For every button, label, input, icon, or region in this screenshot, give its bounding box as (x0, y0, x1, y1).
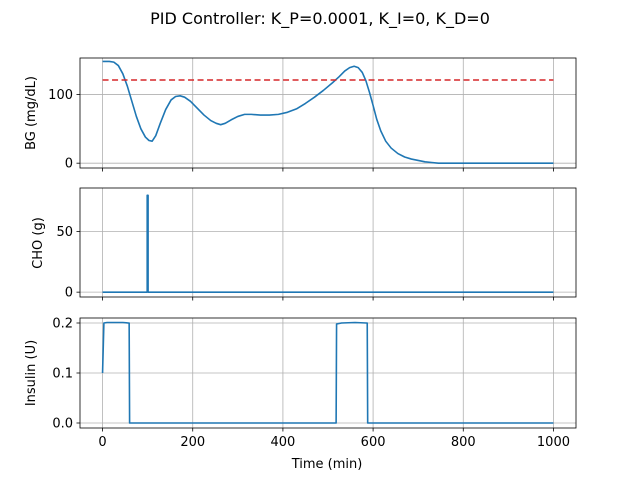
xtick-label: 600 (361, 435, 386, 450)
bg-axes-frame (79, 57, 577, 169)
xlabel: Time (min) (291, 457, 363, 472)
subplot-bg: BG (mg/dL) 0 100 (24, 57, 577, 172)
cho-ytick-label: 0 (65, 286, 73, 301)
xtick-label: 1000 (537, 435, 570, 450)
cho-axes-frame (79, 187, 577, 298)
ylabel-insulin: Insulin (U) (24, 340, 39, 406)
chart-title: PID Controller: K_P=0.0001, K_I=0, K_D=0 (150, 9, 490, 29)
insulin-ytick-label: 0.1 (52, 367, 73, 382)
ylabel-cho: CHO (g) (31, 217, 46, 269)
xtick-label: 400 (270, 435, 295, 450)
bg-ytick-label: 100 (48, 88, 73, 103)
insulin-ytick-label: 0.2 (52, 317, 73, 332)
subplot-cho: CHO (g) 0 50 (31, 187, 577, 301)
ylabel-bg: BG (mg/dL) (24, 76, 39, 150)
subplot-insulin: Insulin (U) 0.0 0.1 0.2 0 200 400 600 800 1000 (24, 317, 577, 450)
cho-ytick-label: 50 (56, 225, 73, 240)
xtick-label: 0 (98, 435, 106, 450)
bg-series-line (102, 60, 554, 164)
xtick-label: 200 (180, 435, 205, 450)
xtick-label: 800 (451, 435, 476, 450)
insulin-series-line (101, 321, 554, 424)
bg-ytick-label: 0 (65, 157, 73, 172)
insulin-ytick-label: 0.0 (52, 417, 73, 432)
cho-series-line (102, 194, 554, 293)
